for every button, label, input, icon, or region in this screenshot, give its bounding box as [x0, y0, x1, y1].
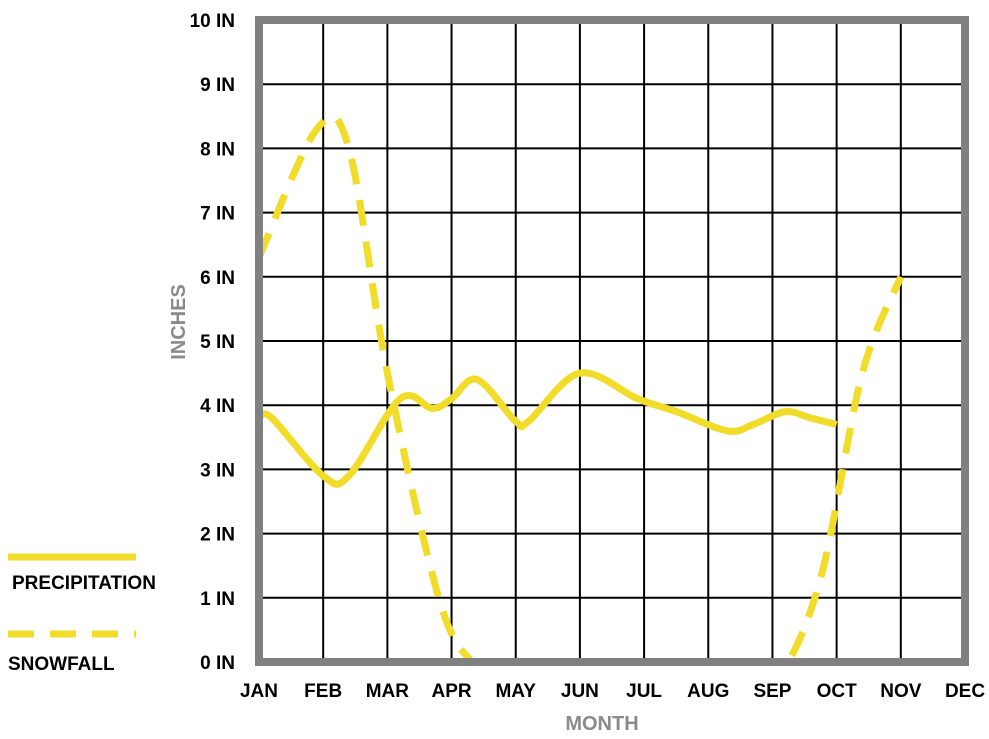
- legend: PRECIPITATION SNOWFALL: [8, 553, 156, 675]
- y-tick-label: 5 IN: [200, 332, 235, 353]
- x-tick-label: APR: [431, 681, 471, 702]
- x-tick-label: NOV: [880, 681, 922, 702]
- x-axis-title: MONTH: [565, 713, 638, 735]
- x-tick-label: JUN: [561, 681, 599, 702]
- y-tick-label: 2 IN: [200, 525, 235, 546]
- x-tick-label: OCT: [817, 681, 858, 702]
- x-tick-label: MAY: [495, 681, 536, 702]
- series-line-precipitation: [259, 369, 838, 488]
- y-axis-ticks: 0 IN 1 IN 2 IN 3 IN 4 IN 5 IN 6 IN 7 IN 8 IN 9 IN…: [190, 11, 235, 674]
- legend-label-snowfall: SNOWFALL: [8, 654, 115, 675]
- series-layer: [259, 112, 905, 661]
- x-axis-ticks: JAN FEB MAR APR MAY JUN JUL AUG SEP OCT NOV DEC: [240, 681, 985, 702]
- x-tick-label: JAN: [240, 681, 278, 702]
- x-tick-label: AUG: [687, 681, 729, 702]
- x-tick-label: MAR: [366, 681, 410, 702]
- legend-label-precipitation: PRECIPITATION: [12, 573, 156, 594]
- y-axis-title: INCHES: [168, 284, 190, 360]
- y-tick-label: 6 IN: [200, 268, 235, 289]
- x-tick-label: FEB: [304, 681, 342, 702]
- y-tick-label: 9 IN: [200, 75, 235, 96]
- grid-lines: [259, 20, 965, 662]
- y-tick-label: 4 IN: [200, 396, 235, 417]
- x-tick-label: DEC: [945, 681, 985, 702]
- plot-frame: [255, 16, 969, 666]
- y-tick-label: 8 IN: [200, 139, 235, 160]
- x-tick-label: JUL: [626, 681, 662, 702]
- y-tick-label: 10 IN: [190, 11, 235, 32]
- y-tick-label: 1 IN: [200, 589, 235, 610]
- y-tick-label: 3 IN: [200, 460, 235, 481]
- y-tick-label: 7 IN: [200, 204, 235, 225]
- y-tick-label: 0 IN: [200, 653, 235, 674]
- x-tick-label: SEP: [753, 681, 791, 702]
